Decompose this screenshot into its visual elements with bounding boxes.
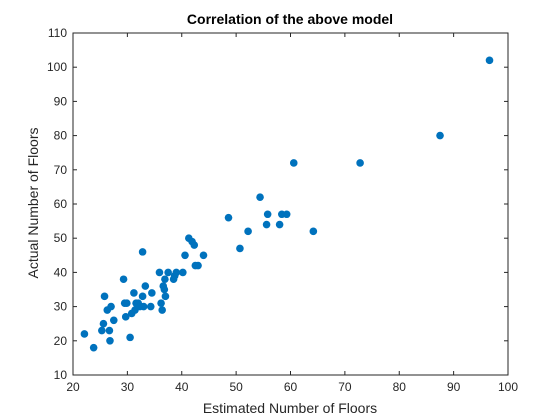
y-tick-label: 20 xyxy=(54,334,68,348)
data-point xyxy=(275,220,284,229)
data-point xyxy=(224,213,233,222)
y-axis-label: Actual Number of Floors xyxy=(25,128,41,279)
x-tick-label: 90 xyxy=(447,380,461,394)
data-point xyxy=(309,227,318,236)
x-tick-label: 60 xyxy=(284,380,298,394)
data-point xyxy=(138,248,147,256)
x-tick-label: 20 xyxy=(66,380,80,394)
data-point xyxy=(105,326,114,335)
data-point xyxy=(121,313,130,321)
data-point xyxy=(107,302,115,311)
data-point xyxy=(436,131,444,140)
data-point xyxy=(106,337,114,345)
data-point xyxy=(194,261,202,270)
x-axis-label: Estimated Number of Floors xyxy=(203,400,377,416)
data-point xyxy=(161,275,169,284)
y-tick-label: 70 xyxy=(54,163,68,177)
data-point xyxy=(190,241,199,249)
data-point xyxy=(109,316,118,325)
data-point xyxy=(148,289,156,297)
plot-area xyxy=(72,32,509,376)
x-tick-label: 30 xyxy=(121,380,135,394)
data-point xyxy=(141,282,150,290)
y-tick-label: 10 xyxy=(54,368,68,382)
data-point xyxy=(123,299,131,307)
data-point xyxy=(99,319,108,328)
y-tick-label: 30 xyxy=(54,300,68,314)
data-point xyxy=(289,159,298,167)
x-tick-label: 50 xyxy=(229,380,243,394)
chart-title: Correlation of the above model xyxy=(187,11,393,27)
y-axis-ticks: 10 20 30 40 50 60 70 80 90 100 110 xyxy=(47,26,508,382)
data-point xyxy=(160,285,169,294)
data-point xyxy=(244,227,252,236)
data-point xyxy=(262,220,271,229)
data-point xyxy=(89,343,98,352)
data-point xyxy=(80,330,89,338)
y-tick-label: 90 xyxy=(54,94,68,108)
data-point xyxy=(172,268,181,277)
data-point xyxy=(485,56,494,65)
y-tick-label: 40 xyxy=(54,265,68,279)
data-point xyxy=(100,292,109,301)
x-tick-label: 100 xyxy=(498,380,518,394)
x-tick-label: 70 xyxy=(338,380,352,394)
data-point xyxy=(138,292,147,301)
axes-frame xyxy=(72,32,509,376)
y-tick-label: 100 xyxy=(47,60,67,74)
data-point xyxy=(158,306,166,314)
data-point xyxy=(356,159,364,167)
data-point xyxy=(126,333,134,342)
data-point xyxy=(263,210,272,219)
data-points xyxy=(80,56,494,352)
data-point xyxy=(157,299,165,307)
data-point xyxy=(139,302,148,311)
y-tick-label: 50 xyxy=(54,231,68,245)
data-point xyxy=(146,302,155,311)
y-tick-label: 80 xyxy=(54,129,68,143)
data-point xyxy=(161,292,170,301)
data-point xyxy=(282,210,291,219)
x-tick-label: 40 xyxy=(175,380,189,394)
data-point xyxy=(164,268,172,277)
data-point xyxy=(181,251,189,260)
data-point xyxy=(256,193,264,201)
x-axis-ticks: 20 30 40 50 60 70 80 90 100 xyxy=(66,33,518,394)
x-tick-label: 80 xyxy=(393,380,407,394)
data-point xyxy=(130,289,138,297)
data-point xyxy=(155,268,164,277)
data-point xyxy=(236,244,244,253)
y-tick-label: 110 xyxy=(48,26,67,40)
data-point xyxy=(98,326,106,335)
data-point xyxy=(179,268,187,277)
y-tick-label: 60 xyxy=(54,197,68,211)
data-point xyxy=(119,275,128,284)
data-point xyxy=(199,251,208,260)
